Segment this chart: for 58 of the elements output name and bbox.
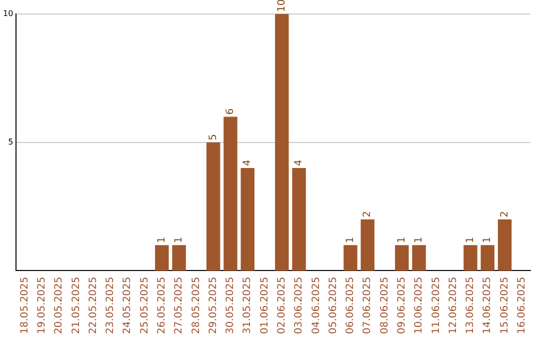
- x-tick-label: 16.06.2025: [516, 276, 528, 334]
- x-tick-label: 06.06.2025: [345, 276, 356, 334]
- x-tick-label: 11.06.2025: [430, 276, 442, 334]
- x-tick-label: 21.05.2025: [70, 276, 82, 334]
- bar: [480, 245, 494, 271]
- x-tick-label: 10.06.2025: [414, 276, 425, 334]
- x-tick-label: 19.05.2025: [36, 276, 48, 334]
- x-tick-label: 08.06.2025: [379, 276, 390, 334]
- x-tick-label: 24.05.2025: [122, 276, 134, 334]
- x-tick-label: 26.05.2025: [156, 276, 168, 334]
- data-label: 2: [362, 211, 374, 218]
- x-tick-label: 15.06.2025: [499, 276, 510, 334]
- data-label: 1: [414, 236, 425, 244]
- x-tick-label: 27.05.2025: [174, 276, 185, 334]
- data-label: 5: [208, 134, 219, 140]
- x-tick-label: 31.05.2025: [242, 276, 254, 334]
- data-label: 1: [396, 236, 408, 244]
- x-tick-label: 02.06.2025: [276, 276, 288, 334]
- x-tick-label: 25.05.2025: [139, 276, 150, 334]
- data-label: 1: [345, 236, 356, 244]
- data-label: 2: [499, 211, 510, 218]
- x-tick-label: 23.05.2025: [105, 276, 116, 334]
- data-label: 1: [482, 236, 494, 244]
- x-tick-label: 28.05.2025: [190, 276, 202, 334]
- bar: [224, 116, 238, 271]
- data-label: 1: [465, 236, 476, 244]
- bar: [292, 168, 306, 271]
- bar: [360, 219, 374, 271]
- x-tick-label: 18.05.2025: [19, 276, 30, 334]
- x-tick-label: 29.05.2025: [208, 276, 219, 334]
- bar: [395, 245, 409, 271]
- x-tick-label: 12.06.2025: [448, 276, 459, 334]
- x-tick-label: 13.06.2025: [465, 276, 476, 334]
- bar: [275, 14, 289, 271]
- data-label: 1: [174, 236, 185, 244]
- x-tick-label: 14.06.2025: [482, 276, 494, 334]
- bar: [344, 245, 358, 271]
- data-label: 4: [294, 160, 305, 166]
- data-label: 6: [225, 108, 236, 115]
- x-tick-label: 05.06.2025: [328, 276, 339, 334]
- x-tick-label: 20.05.2025: [54, 276, 65, 334]
- bar: [155, 245, 169, 271]
- x-tick-label: 07.06.2025: [362, 276, 374, 334]
- bar: [498, 219, 512, 271]
- data-label: 1: [156, 236, 168, 244]
- data-label: 4: [242, 160, 254, 166]
- bar: [240, 168, 254, 271]
- bar: [464, 245, 478, 271]
- x-tick-label: 01.06.2025: [259, 276, 270, 334]
- x-tick-label: 22.05.2025: [88, 276, 99, 334]
- bar: [412, 245, 426, 271]
- x-tick-label: 03.06.2025: [294, 276, 305, 334]
- x-tick-label: 04.06.2025: [310, 276, 322, 334]
- x-tick-label: 09.06.2025: [396, 276, 408, 334]
- bar: [206, 142, 220, 271]
- data-label: 10: [276, 0, 288, 12]
- x-tick-label: 30.05.2025: [225, 276, 236, 334]
- bar: [172, 245, 186, 271]
